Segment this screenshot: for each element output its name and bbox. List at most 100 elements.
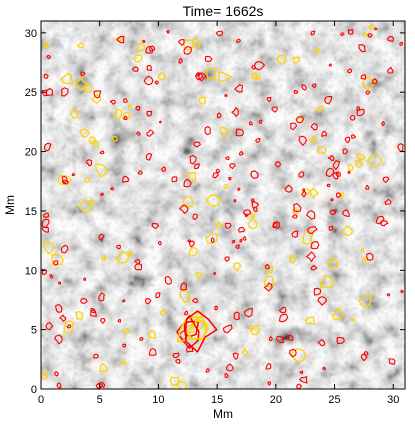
contour-red	[386, 36, 395, 42]
contour-red	[148, 348, 157, 356]
contour-red	[336, 337, 345, 345]
contour-red	[187, 239, 192, 244]
contour-yellow	[320, 274, 335, 289]
contour-red	[158, 120, 162, 124]
contour-red	[53, 260, 59, 266]
contour-red	[145, 152, 153, 161]
contour-red	[71, 173, 76, 177]
contour-red	[386, 293, 391, 297]
contour-red	[225, 363, 235, 372]
contour-red	[271, 106, 278, 113]
contour-red	[233, 311, 241, 321]
contour-red	[239, 238, 243, 243]
contour-red	[324, 95, 333, 105]
contour-red	[347, 170, 351, 174]
contour-yellow	[361, 32, 368, 37]
contour-red	[291, 214, 298, 219]
y-tick-label-30: 30	[25, 28, 37, 40]
contour-yellow	[232, 262, 242, 272]
contour-red	[367, 33, 373, 38]
contour-red	[298, 171, 305, 178]
contour-yellow	[361, 76, 377, 91]
contour-yellow	[350, 317, 356, 322]
contour-red	[98, 292, 105, 302]
contour-red	[284, 184, 293, 193]
contour-red	[290, 122, 298, 131]
y-tick-label-0: 0	[31, 384, 37, 396]
contour-red	[100, 192, 104, 197]
contour-red	[66, 324, 72, 329]
contour-red	[388, 358, 396, 365]
contour-red	[117, 318, 122, 323]
contour-red	[250, 170, 259, 180]
contour-yellow	[100, 255, 107, 261]
contour-red	[131, 66, 139, 72]
contour-red	[301, 84, 307, 91]
y-axis-label: Mm	[3, 195, 17, 215]
contour-red	[267, 381, 272, 386]
contour-red	[255, 138, 261, 143]
contour-red	[43, 73, 49, 80]
contour-yellow	[247, 218, 258, 230]
contour-yellow	[292, 56, 301, 65]
contour-red	[326, 183, 331, 188]
contour-red	[288, 348, 297, 358]
contour-red	[242, 236, 247, 241]
contour-yellow	[302, 188, 311, 196]
contour-red	[237, 227, 246, 233]
contour-red	[243, 307, 253, 318]
contour-red	[242, 209, 252, 217]
x-tick-label-5: 5	[97, 394, 103, 406]
contour-red	[151, 222, 159, 229]
contour-yellow	[328, 257, 339, 270]
contour-red	[184, 310, 189, 316]
contour-yellow	[288, 255, 297, 264]
contour-yellow	[99, 363, 108, 373]
contour-red	[265, 362, 272, 370]
contour-red	[204, 125, 211, 136]
contour-red	[299, 376, 308, 384]
x-tick-label-10: 10	[152, 394, 164, 406]
contour-red	[264, 263, 270, 270]
contour-yellow	[302, 230, 314, 245]
contour-yellow	[91, 93, 102, 104]
contour-yellow	[60, 72, 74, 85]
contour-red	[46, 54, 52, 60]
contour-yellow	[215, 221, 223, 229]
intensity-map-fine-texture	[41, 21, 405, 389]
contour-red	[137, 170, 143, 175]
contour-red	[311, 83, 317, 88]
contour-red	[55, 303, 63, 313]
contour-yellow	[169, 376, 181, 387]
contour-yellow	[205, 232, 218, 245]
contour-red	[194, 163, 200, 170]
y-tick-label-25: 25	[25, 87, 37, 99]
x-axis-label: Mm	[213, 407, 233, 421]
contour-red	[344, 136, 351, 144]
contour-red	[253, 206, 258, 213]
contour-red	[58, 281, 62, 285]
contour-yellow	[308, 136, 317, 144]
contour-red	[195, 72, 204, 81]
contour-red	[293, 89, 299, 95]
contour-red	[54, 371, 59, 377]
contour-yellow	[41, 370, 49, 380]
contour-red	[356, 108, 365, 117]
contour-yellow	[88, 199, 95, 206]
contour-red	[166, 30, 170, 34]
contour-yellow	[76, 42, 84, 49]
contour-yellow	[63, 319, 75, 334]
contour-red	[136, 131, 141, 136]
contour-red	[360, 353, 368, 362]
contour-red	[302, 188, 306, 192]
contour-yellow	[205, 193, 222, 208]
contour-red	[397, 143, 404, 153]
contour-red	[41, 218, 50, 228]
contour-yellow	[198, 96, 207, 105]
contour-red	[237, 187, 241, 191]
x-axis: 0 5 10 15 20 25 30	[38, 21, 399, 406]
contour-yellow	[195, 272, 203, 279]
contour-red	[380, 220, 389, 227]
contour-red	[99, 150, 105, 155]
